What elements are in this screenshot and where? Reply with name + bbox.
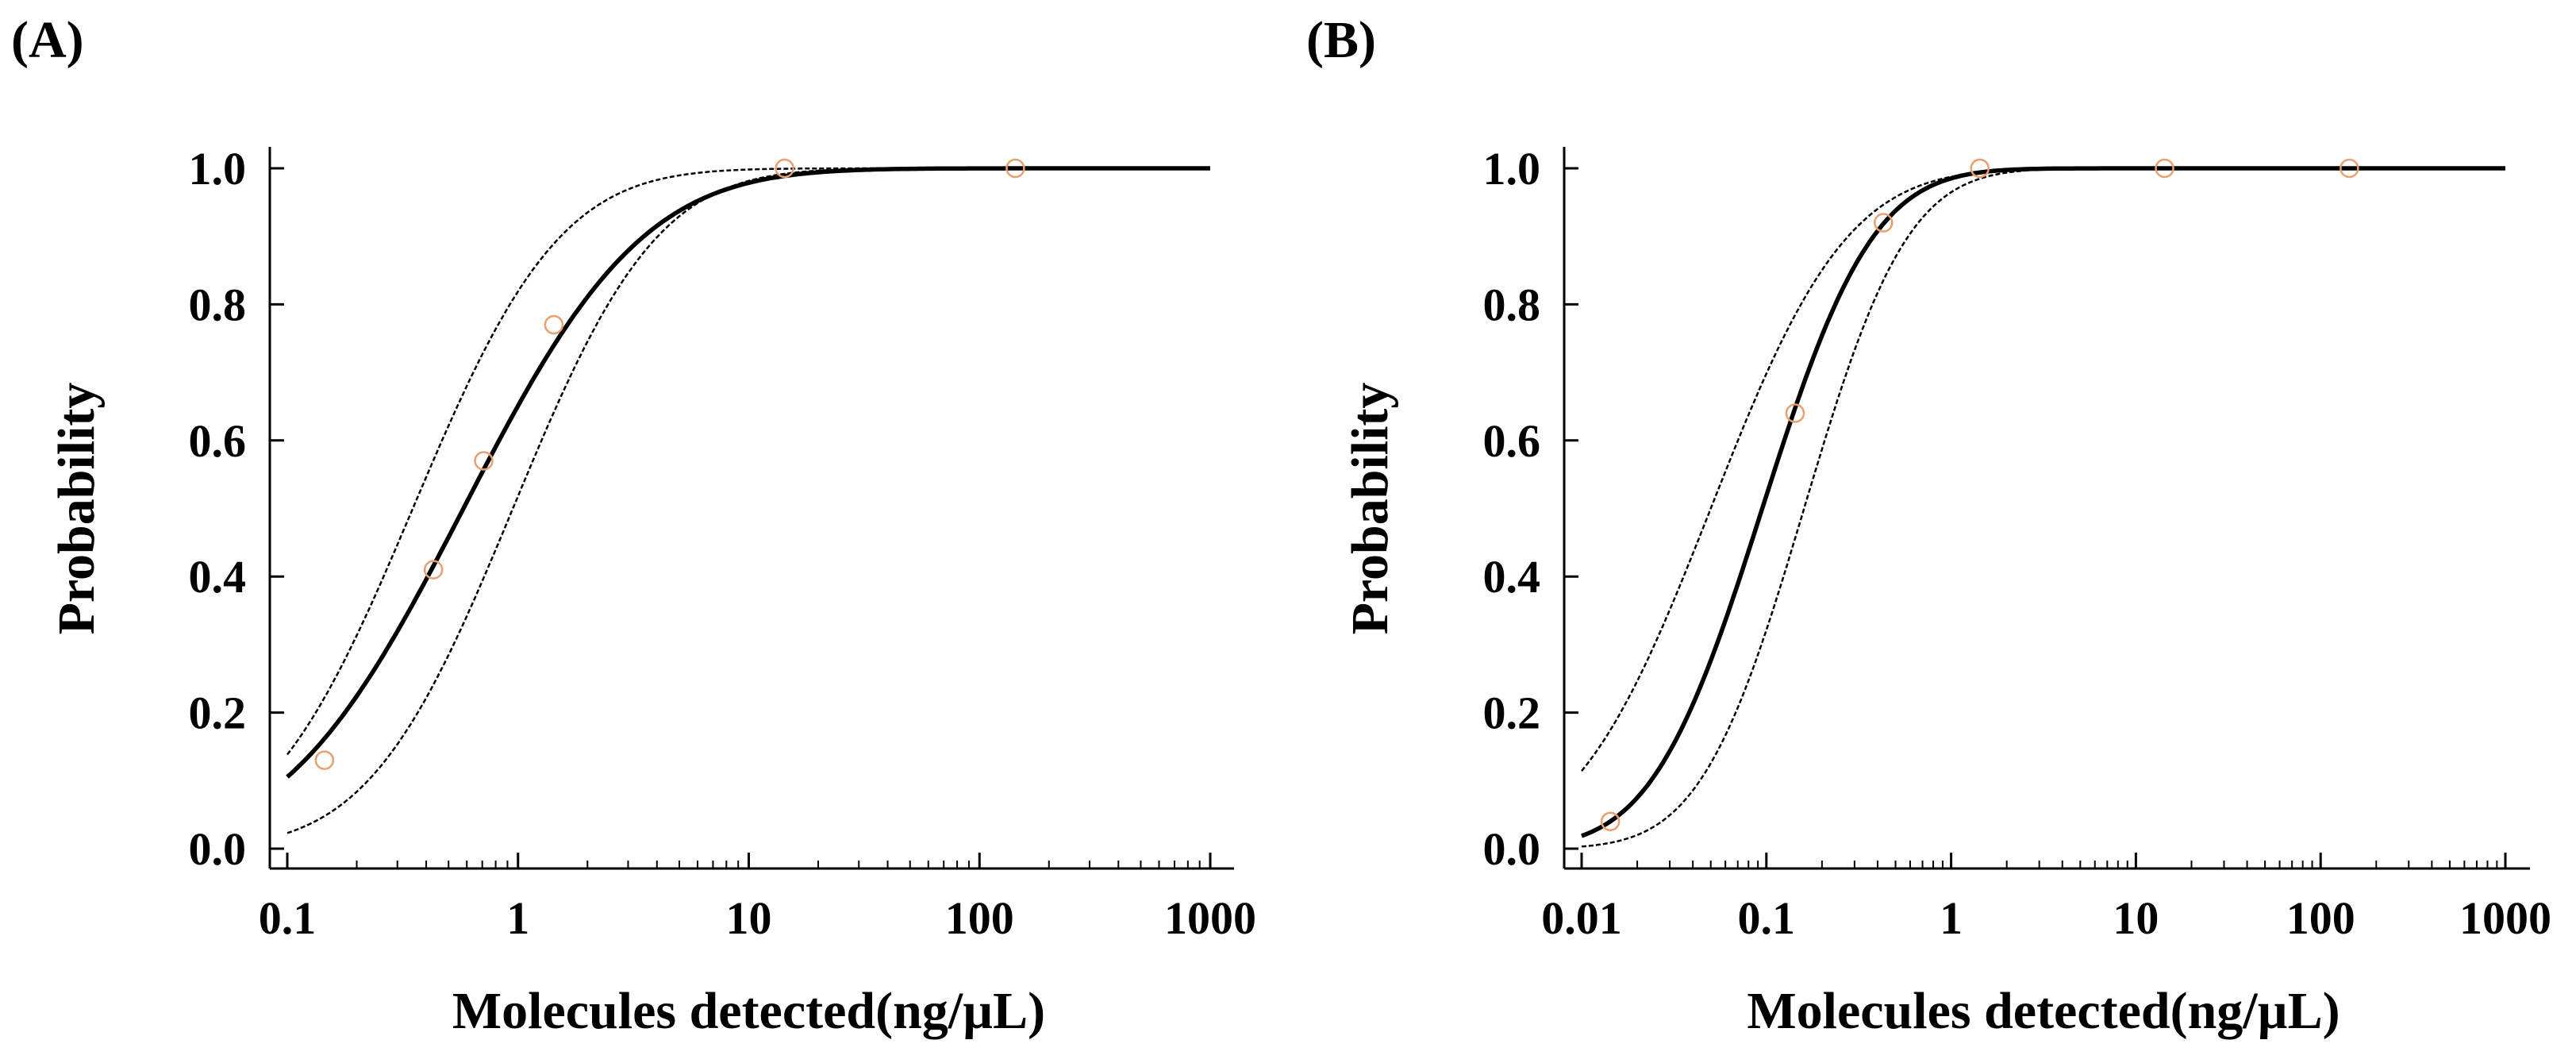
data-point <box>1874 213 1894 233</box>
data-point <box>1970 158 1990 179</box>
data-point <box>544 314 564 335</box>
fit-curve <box>286 166 1210 779</box>
confidence-bound-curve <box>286 167 1210 756</box>
y-tick-label: 0.8 <box>189 279 247 330</box>
x-axis-title: Molecules detected(ng/µL) <box>1747 982 2340 1040</box>
x-tick-label: 1 <box>506 892 529 944</box>
y-tick-label: 1.0 <box>1483 143 1541 194</box>
y-tick-label: 0.2 <box>189 687 247 739</box>
data-point <box>314 750 335 770</box>
data-point <box>1785 403 1805 423</box>
data-point <box>423 560 444 580</box>
data-point <box>2340 158 2359 179</box>
confidence-bound-curve <box>1581 167 2505 772</box>
y-axis-title: Probability <box>48 383 106 635</box>
y-tick-label: 0.6 <box>1483 415 1541 467</box>
data-point <box>474 451 494 471</box>
x-tick-label: 0.1 <box>259 892 317 944</box>
y-tick-label: 0.4 <box>189 551 247 603</box>
data-point <box>1600 811 1621 831</box>
y-axis-title: Probability <box>1341 383 1399 635</box>
data-point <box>2155 158 2174 179</box>
fit-curve <box>1581 166 2505 838</box>
panel-label: (B) <box>1306 11 1376 69</box>
y-tick-label: 0.0 <box>189 823 247 875</box>
x-tick-label: 100 <box>945 892 1014 944</box>
y-tick-label: 0.2 <box>1483 687 1541 739</box>
x-tick-label: 0.1 <box>1738 892 1796 944</box>
panel-a: (A) 0.0 0.2 0.4 0.6 0.8 1.0 0.1 1 10 100 1000 Molecu… <box>11 11 1256 1040</box>
y-tick-label: 1.0 <box>189 143 247 194</box>
x-tick-label: 10 <box>726 892 772 944</box>
x-tick-label: 0.01 <box>1541 892 1622 944</box>
x-tick-label: 10 <box>2113 892 2159 944</box>
x-tick-label: 1000 <box>2459 892 2551 944</box>
confidence-bound-curve <box>286 167 1210 834</box>
x-tick-label: 100 <box>2286 892 2355 944</box>
panel-b: (B) 0.0 0.2 0.4 0.6 0.8 1.0 0.01 0.1 1 10 100 1000 Mo… <box>1306 11 2551 1040</box>
confidence-bound-curve <box>1581 167 2505 848</box>
x-axis-title: Molecules detected(ng/µL) <box>452 982 1045 1040</box>
y-tick-label: 0.0 <box>1483 823 1541 875</box>
data-point <box>775 158 794 179</box>
x-tick-label: 1 <box>1940 892 1963 944</box>
panel-label: (A) <box>11 11 84 69</box>
x-tick-label: 1000 <box>1164 892 1256 944</box>
y-tick-label: 0.8 <box>1483 279 1541 330</box>
y-tick-label: 0.6 <box>189 415 247 467</box>
y-tick-label: 0.4 <box>1483 551 1541 603</box>
data-point <box>1005 158 1025 179</box>
